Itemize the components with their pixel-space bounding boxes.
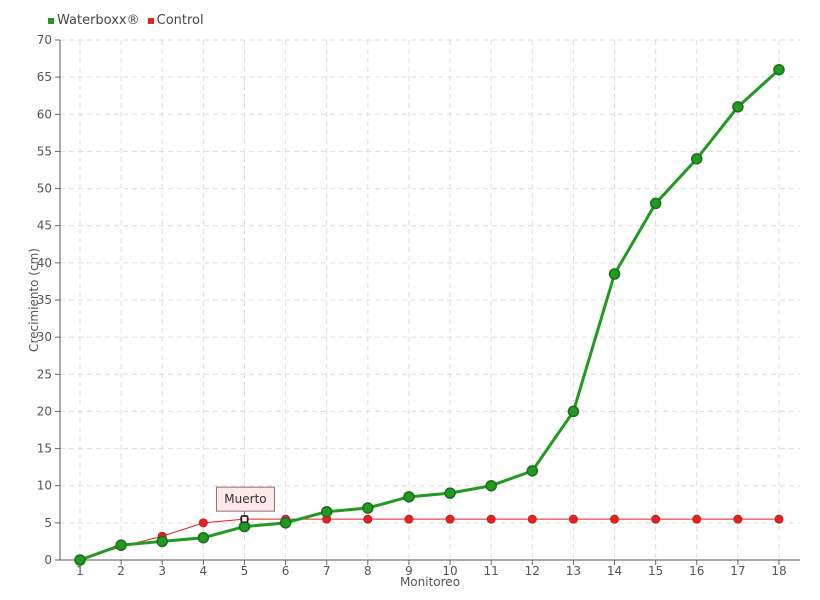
y-tick-label: 5: [44, 516, 52, 530]
data-point-control[interactable]: [486, 514, 496, 524]
x-tick-label: 9: [405, 564, 413, 578]
y-tick-label: 35: [37, 293, 52, 307]
y-tick-label: 50: [37, 182, 52, 196]
chart-legend: Waterboxx® Control: [48, 13, 204, 28]
data-point-waterboxx[interactable]: [691, 153, 703, 165]
x-tick-label: 4: [200, 564, 208, 578]
data-point-control[interactable]: [404, 514, 414, 524]
x-tick-label: 16: [689, 564, 704, 578]
x-tick-label: 8: [364, 564, 372, 578]
data-point-control[interactable]: [733, 514, 743, 524]
data-point-waterboxx[interactable]: [649, 197, 662, 210]
y-tick-label: 20: [37, 404, 52, 418]
x-tick-label: 15: [648, 564, 663, 578]
data-point-waterboxx[interactable]: [773, 63, 785, 76]
x-tick-label: 7: [323, 564, 331, 578]
legend-label-control: Control: [156, 13, 204, 28]
data-point-control[interactable]: [568, 514, 578, 524]
data-point-waterboxx[interactable]: [444, 487, 456, 499]
x-tick-label: 6: [282, 564, 290, 578]
y-tick-label: 60: [37, 107, 52, 121]
x-tick-label: 17: [730, 564, 745, 578]
data-point-waterboxx[interactable]: [732, 101, 744, 113]
x-tick-label: 10: [442, 564, 457, 578]
annotation-box: [215, 486, 275, 512]
x-tick-label: 3: [158, 564, 166, 578]
data-point-control[interactable]: [774, 514, 784, 524]
series-line-waterboxx: [79, 68, 781, 562]
x-tick-label: 13: [566, 564, 581, 578]
data-point-waterboxx[interactable]: [320, 505, 333, 518]
y-tick-label: 30: [37, 330, 52, 344]
y-tick-label: 65: [37, 70, 52, 84]
x-tick-label: 5: [241, 564, 249, 578]
data-point-control[interactable]: [692, 514, 702, 524]
y-tick-label: 45: [37, 219, 52, 233]
legend-item-waterboxx[interactable]: Waterboxx®: [48, 13, 140, 28]
data-point-waterboxx[interactable]: [526, 465, 539, 477]
data-point-control[interactable]: [445, 514, 455, 524]
data-point-waterboxx[interactable]: [567, 405, 580, 418]
x-tick-label: 2: [117, 564, 125, 578]
data-point-waterboxx[interactable]: [485, 479, 497, 492]
data-point-waterboxx[interactable]: [115, 539, 127, 551]
data-point-waterboxx[interactable]: [279, 517, 292, 529]
x-axis-title: Monitoreo: [400, 575, 460, 589]
y-tick-label: 25: [37, 367, 52, 381]
y-tick-label: 40: [37, 256, 52, 270]
annotation-label: Muerto: [224, 492, 266, 506]
x-tick-label: 14: [607, 564, 622, 578]
data-point-control[interactable]: [651, 514, 661, 524]
data-point-control[interactable]: [610, 514, 620, 524]
data-point-waterboxx[interactable]: [197, 531, 210, 544]
legend-item-control[interactable]: Control: [147, 13, 204, 28]
annotation-marker: [240, 515, 249, 523]
x-tick-label: 1: [76, 564, 84, 578]
y-tick-label: 70: [37, 33, 52, 47]
data-point-waterboxx[interactable]: [362, 502, 374, 514]
legend-swatch-control: [147, 17, 154, 24]
data-point-waterboxx[interactable]: [238, 520, 251, 533]
y-tick-label: 10: [37, 479, 52, 493]
data-point-waterboxx[interactable]: [403, 491, 415, 503]
series-line-control: [79, 518, 779, 561]
data-point-waterboxx[interactable]: [74, 554, 86, 566]
data-point-waterboxx[interactable]: [156, 535, 168, 548]
x-tick-label: 18: [771, 564, 786, 578]
data-point-control[interactable]: [363, 514, 373, 524]
legend-label-waterboxx: Waterboxx®: [57, 13, 140, 28]
y-axis-title: Crecimiento (cm): [27, 248, 41, 352]
x-tick-label: 12: [525, 564, 540, 578]
data-point-control[interactable]: [198, 518, 208, 528]
x-tick-label: 11: [484, 564, 499, 578]
y-tick-label: 0: [44, 553, 52, 567]
legend-swatch-waterboxx: [48, 17, 54, 24]
y-tick-label: 55: [37, 144, 52, 158]
data-point-waterboxx[interactable]: [608, 268, 621, 280]
y-tick-label: 15: [37, 442, 52, 456]
data-point-control[interactable]: [527, 514, 537, 524]
